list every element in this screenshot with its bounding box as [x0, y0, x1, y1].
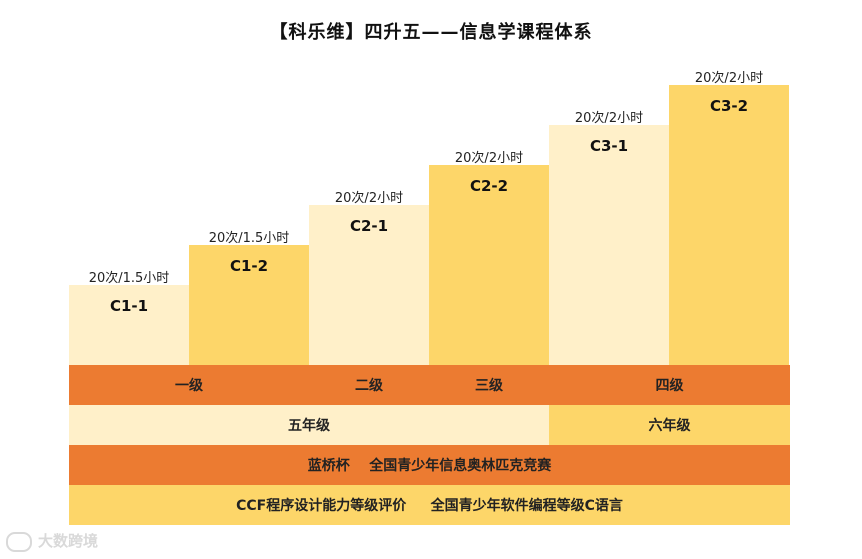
certification-band: CCF程序设计能力等级评价 全国青少年软件编程等级C语言: [69, 485, 790, 525]
level-1: 一级: [175, 378, 203, 394]
competition-band: 蓝桥杯 全国青少年信息奥林匹克竞赛: [69, 445, 790, 485]
step-c1-2: C1-2: [189, 245, 309, 365]
step-label: 20次/2小时: [694, 71, 764, 86]
step-c3-2: C3-2: [669, 85, 789, 365]
level-2: 二级: [355, 378, 383, 394]
step-code: C3-1: [589, 137, 629, 155]
step-c2-1: C2-1: [309, 205, 429, 365]
step-c3-1: C3-1: [549, 125, 669, 365]
step-c2-2: C2-2: [429, 165, 549, 365]
step-label: 20次/2小时: [334, 191, 404, 206]
step-label: 20次/2小时: [574, 111, 644, 126]
watermark-logo-icon: [6, 531, 32, 552]
step-c1-1: C1-1: [69, 285, 189, 365]
level-band: [69, 365, 790, 405]
level-4: 四级: [655, 378, 684, 394]
level-3: 三级: [475, 378, 503, 394]
grade-5: 五年级: [69, 405, 549, 445]
step-code: C1-2: [229, 257, 269, 275]
step-label: 20次/2小时: [454, 151, 524, 166]
step-code: C1-1: [109, 297, 149, 315]
step-label: 20次/1.5小时: [88, 271, 170, 286]
step-code: C3-2: [709, 97, 749, 115]
step-code: C2-2: [469, 177, 509, 195]
diagram-title: 【科乐维】四升五——信息学课程体系: [269, 22, 593, 43]
step-label: 20次/1.5小时: [208, 231, 290, 246]
step-code: C2-1: [349, 217, 389, 235]
watermark: 大数跨境: [6, 530, 98, 552]
grade-6: 六年级: [549, 405, 790, 445]
watermark-text: 大数跨境: [38, 532, 99, 550]
